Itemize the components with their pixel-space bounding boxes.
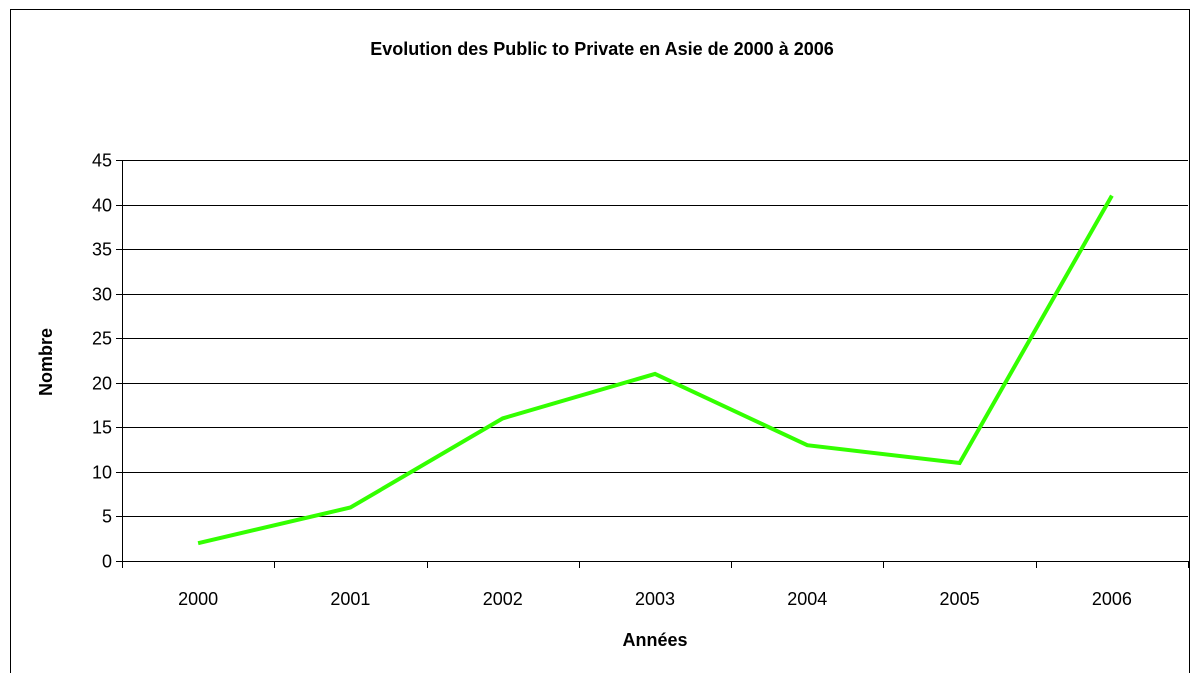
ticks-layer: 0 5 10 15 20 25 30 35 40 45 2000 2001 2002 2003 2004 20… xyxy=(92,151,1132,610)
y-tick-label: 0 xyxy=(102,552,112,572)
x-tick-label: 2001 xyxy=(330,589,370,609)
x-tick-label: 2004 xyxy=(787,589,827,609)
series-layer xyxy=(197,194,1114,546)
x-tick-label: 2005 xyxy=(940,589,980,609)
y-tick-label: 25 xyxy=(92,329,112,349)
y-tick-label: 35 xyxy=(92,240,112,260)
chart-frame xyxy=(10,9,1190,673)
x-tick-label: 2003 xyxy=(635,589,675,609)
y-axis-label: Nombre xyxy=(36,328,56,396)
x-tick-label: 2000 xyxy=(178,589,218,609)
x-axis-label: Années xyxy=(622,630,687,650)
x-tick-label: 2006 xyxy=(1092,589,1132,609)
grid-layer xyxy=(122,160,1188,517)
chart-title: Evolution des Public to Private en Asie … xyxy=(370,39,834,59)
y-tick-label: 15 xyxy=(92,418,112,438)
y-tick-label: 45 xyxy=(92,151,112,171)
x-tick-label: 2002 xyxy=(483,589,523,609)
y-tick-label: 5 xyxy=(102,507,112,527)
y-tick-label: 30 xyxy=(92,285,112,305)
y-tick-label: 20 xyxy=(92,374,112,394)
axes-layer xyxy=(116,160,1189,568)
y-tick-label: 10 xyxy=(92,463,112,483)
y-tick-label: 40 xyxy=(92,196,112,216)
series-line xyxy=(197,194,1114,546)
